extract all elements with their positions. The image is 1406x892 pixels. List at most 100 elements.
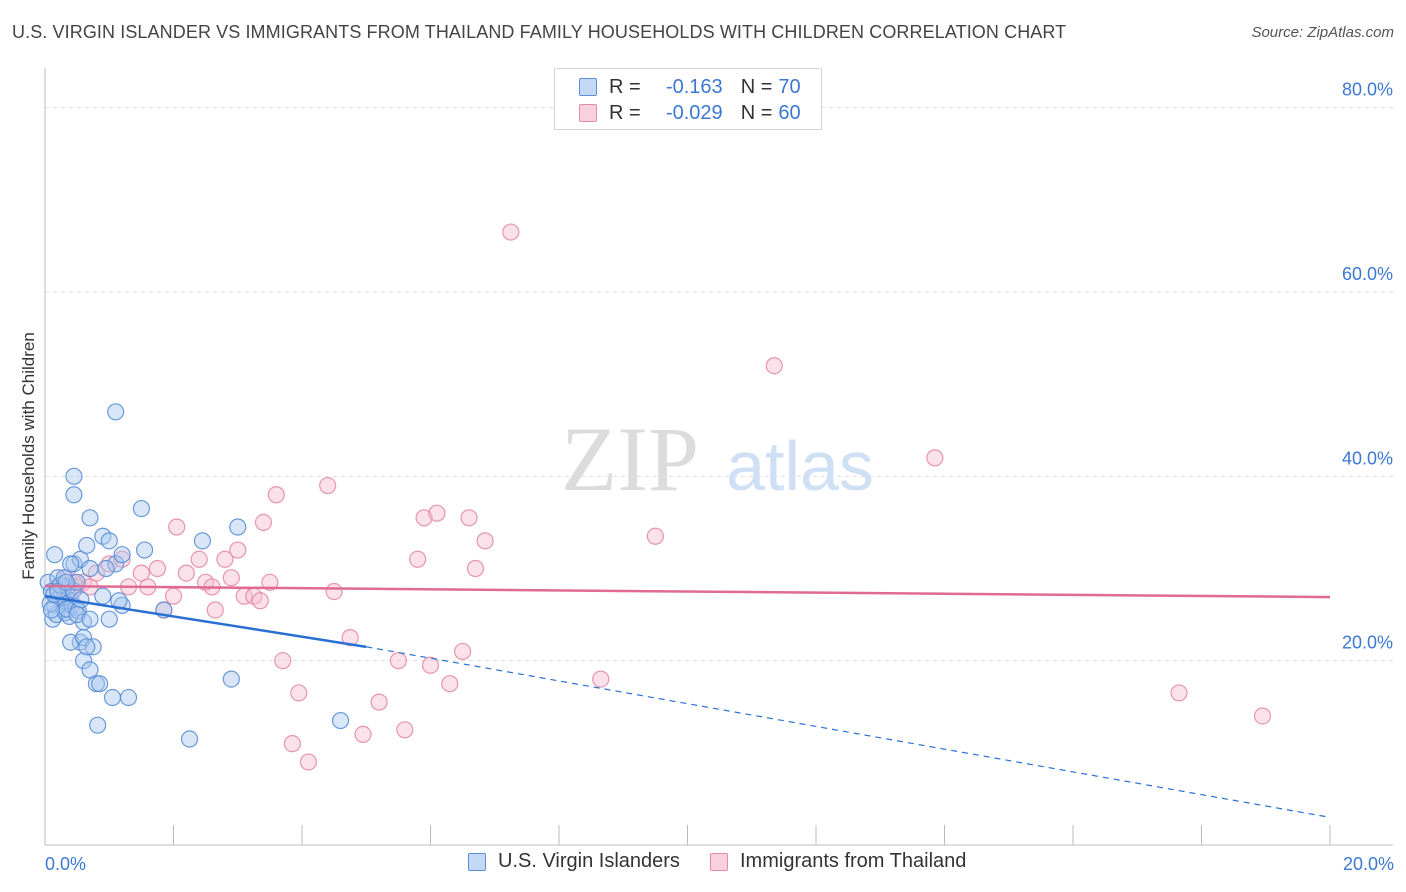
data-point (119, 688, 138, 707)
data-point (646, 527, 664, 545)
data-point (65, 486, 83, 504)
trend-lines (44, 584, 1331, 818)
r-label: R = (609, 101, 641, 124)
data-point (299, 753, 318, 771)
pink-swatch (579, 104, 597, 122)
data-point (1170, 684, 1188, 702)
data-point (84, 638, 102, 656)
n-label: N = (740, 101, 773, 124)
data-point (222, 569, 240, 587)
data-point (46, 546, 64, 564)
data-point (135, 541, 154, 559)
stats-row-pink: R = -0.029 N = 60 (579, 100, 801, 126)
watermark-atlas: atlas (726, 427, 874, 505)
y-tick-label: 80.0% (1342, 80, 1393, 100)
r-value: -0.163 (665, 75, 723, 98)
data-point (319, 476, 337, 495)
data-point (62, 555, 80, 573)
data-point (926, 449, 944, 467)
data-point (229, 518, 247, 536)
data-point (41, 594, 59, 613)
series-us-virgin-islanders (39, 403, 350, 748)
data-point (97, 559, 115, 578)
data-point (78, 638, 96, 656)
data-point (107, 403, 125, 421)
data-point (94, 587, 112, 605)
y-tick-label: 60.0% (1342, 264, 1393, 284)
data-point (466, 559, 485, 578)
watermark: ZIP atlas (561, 408, 874, 510)
data-point (42, 601, 61, 619)
source-label: Source: ZipAtlas.com (1251, 24, 1394, 41)
x-tick-label: 20.0% (1343, 854, 1394, 874)
y-tick-label: 20.0% (1342, 633, 1393, 653)
legend-item-virgin-islanders[interactable]: U.S. Virgin Islanders (468, 850, 680, 873)
data-point (81, 610, 99, 628)
data-point (354, 725, 372, 743)
data-point (81, 661, 99, 679)
data-point (177, 564, 195, 582)
data-point (229, 541, 247, 559)
data-point (261, 573, 279, 591)
chart-title: U.S. VIRGIN ISLANDER VS IMMIGRANTS FROM … (12, 22, 1067, 42)
trend-line-extension-blue (366, 646, 1331, 818)
data-point (81, 509, 99, 527)
watermark-zip: ZIP (561, 408, 699, 510)
data-point (454, 642, 472, 661)
data-point (254, 513, 273, 532)
data-point (409, 550, 427, 568)
data-point (100, 532, 118, 550)
y-tick-label: 40.0% (1342, 448, 1393, 468)
y-axis-label: Family Households with Children (19, 332, 38, 580)
data-point (290, 684, 308, 702)
data-point (267, 486, 285, 504)
r-value: -0.029 (665, 101, 723, 124)
data-point (502, 223, 520, 241)
x-tick-label: 0.0% (45, 854, 86, 874)
axes: 0.0% 20.0% (44, 68, 1394, 874)
grid-lines: 20.0% 40.0% 60.0% 80.0% (45, 80, 1393, 662)
data-point (592, 670, 610, 688)
data-point (74, 652, 93, 670)
data-point (132, 499, 150, 518)
blue-swatch (468, 852, 486, 871)
data-point (389, 652, 407, 670)
data-point (396, 721, 414, 739)
data-point (206, 601, 224, 619)
data-point (164, 587, 183, 605)
data-point (341, 629, 359, 647)
data-point (415, 509, 433, 527)
data-point (78, 536, 96, 555)
data-point (428, 504, 446, 522)
data-point (65, 467, 83, 485)
data-point (100, 555, 118, 573)
data-point (331, 711, 350, 730)
data-point (89, 716, 107, 734)
data-point (168, 518, 186, 536)
data-point (325, 582, 343, 601)
data-point (283, 735, 301, 753)
data-point (222, 670, 240, 688)
data-point (81, 559, 99, 578)
data-point (132, 564, 150, 582)
data-point (103, 688, 122, 707)
stats-row-blue: R = -0.163 N = 70 (579, 74, 801, 100)
data-point (460, 509, 478, 527)
n-label: N = (740, 75, 773, 98)
data-point (421, 656, 440, 674)
trend-line-blue (44, 594, 367, 649)
data-point (148, 559, 167, 578)
legend-label: Immigrants from Thailand (740, 850, 967, 872)
pink-swatch (710, 852, 728, 871)
data-point (441, 675, 459, 693)
data-point (100, 610, 118, 628)
legend-item-thailand[interactable]: Immigrants from Thailand (710, 850, 966, 873)
data-point (193, 532, 212, 550)
n-value: 70 (778, 75, 801, 98)
data-point (476, 532, 494, 550)
r-label: R = (609, 75, 641, 98)
data-point (765, 357, 783, 375)
trend-line-pink (44, 584, 1331, 599)
data-point (113, 546, 131, 564)
